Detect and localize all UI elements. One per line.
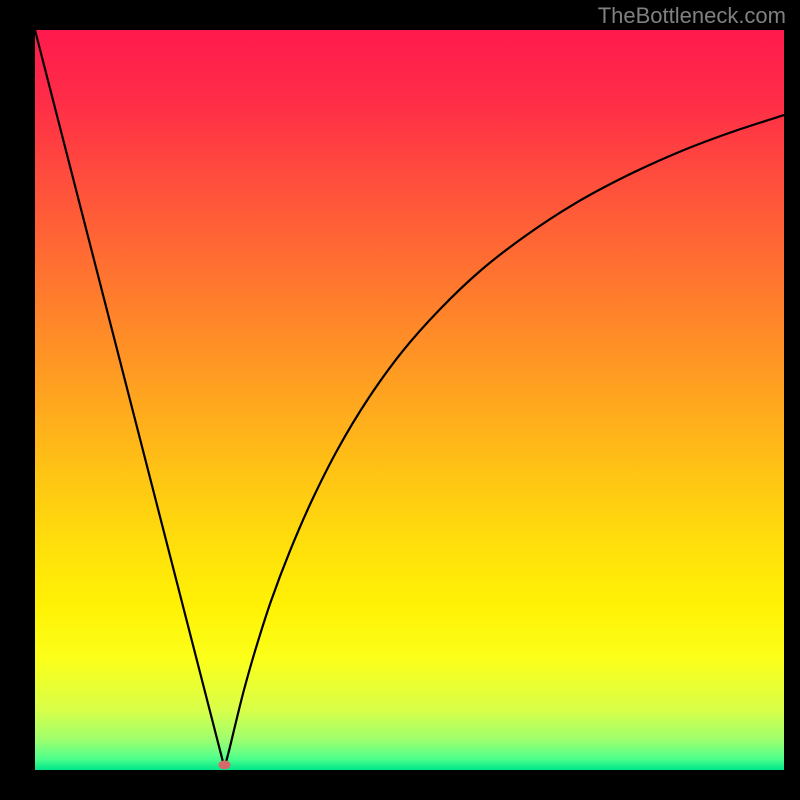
watermark-text: TheBottleneck.com [598,3,786,29]
curve-right-segment [224,115,784,768]
chart-svg-overlay [0,0,800,800]
curve-left-segment [35,30,224,768]
curve-minimum-marker [218,760,230,769]
